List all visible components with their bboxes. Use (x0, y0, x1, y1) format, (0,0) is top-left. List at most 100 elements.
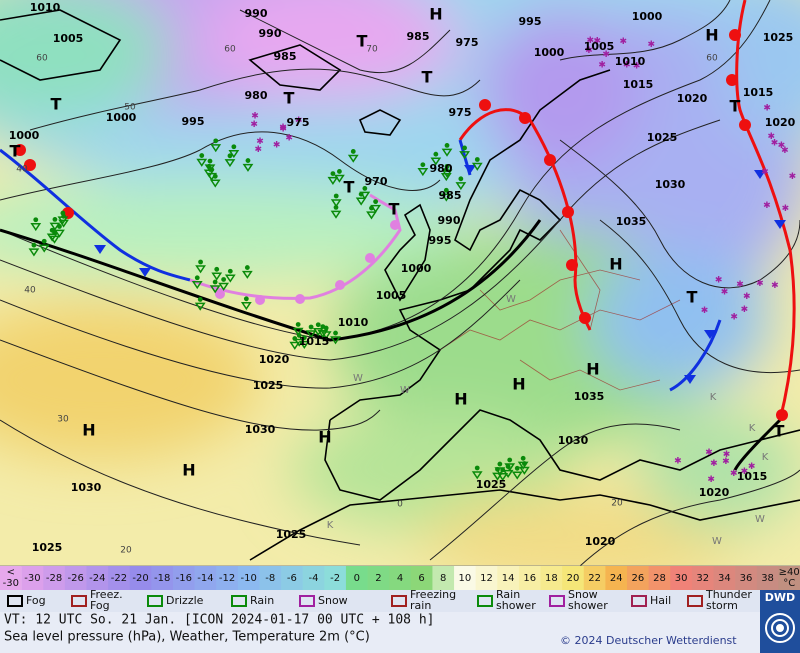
pressure-centre: T (284, 89, 295, 108)
snow-symbol: ✱ (741, 467, 749, 477)
temperature-label: 60 (36, 54, 48, 64)
temperature-scale: <-30 -30 -28 -26 -24 -22 -20 -18 -16 -14 -12 -10 -8-… (0, 566, 800, 590)
cold-front-mark (684, 375, 696, 384)
legend-symbol (71, 595, 87, 607)
scale-label: 6 (418, 573, 424, 584)
weather-legend: Fog Freez. Fog Drizzle Rain Snow Freezing rain R… (7, 588, 752, 612)
cold-front-mark (464, 165, 476, 174)
snow-symbol: ✱ (250, 120, 258, 130)
scale-cell (756, 566, 779, 590)
occlusion-mark (295, 294, 305, 304)
snow-symbol: ✱ (789, 172, 797, 182)
rain-symbol (194, 275, 200, 281)
shower-symbol (440, 193, 452, 202)
shower-symbol (195, 265, 206, 274)
snow-symbol: ✱ (748, 462, 756, 472)
snow-symbol: ✱ (295, 116, 303, 126)
scale-cell (237, 566, 260, 590)
legend-label: Snow (318, 594, 348, 607)
scale-cell (43, 566, 66, 590)
ice-label: K (327, 520, 334, 531)
rain-symbol (212, 173, 218, 179)
snow-symbol: ✱ (273, 140, 281, 150)
scale-cell (21, 566, 44, 590)
shower-symbol (330, 336, 341, 345)
isobar-label: 985 (274, 50, 297, 63)
shower-symbol (430, 157, 442, 166)
shower-symbol (366, 211, 377, 220)
legend-symbol (687, 595, 703, 607)
isobar-label: 1015 (737, 470, 768, 483)
isobar-label: 985 (407, 30, 430, 43)
scale-label: 20 (567, 573, 580, 584)
rain-symbol (330, 171, 336, 177)
rain-symbol (308, 324, 314, 330)
rain-symbol (244, 265, 250, 270)
rain-symbol (245, 158, 251, 163)
occlusion-mark (365, 253, 375, 263)
scale-cell (367, 566, 390, 590)
shower-symbol (228, 149, 240, 159)
rain-symbol (227, 268, 233, 274)
scale-label: -14 (197, 573, 213, 584)
shower-symbol (471, 471, 483, 480)
scale-cell (86, 566, 109, 590)
pressure-centre: H (82, 421, 95, 440)
rain-symbol (514, 465, 520, 471)
pressure-centre: T (389, 200, 400, 219)
legend-label: Rain shower (496, 588, 536, 612)
snow-symbol: ✱ (593, 37, 601, 47)
rain-symbol (207, 158, 213, 164)
shower-symbol (209, 285, 221, 294)
rain-symbol (243, 296, 249, 302)
ice-label: W (712, 536, 722, 547)
legend-symbol (7, 595, 23, 607)
warm-front-mark (544, 154, 556, 166)
shower-symbol (38, 244, 50, 253)
scale-label: -24 (89, 573, 105, 584)
rain-symbol (198, 259, 203, 265)
shower-symbol (240, 302, 252, 311)
rain-symbol (474, 157, 480, 162)
scale-cell (151, 566, 174, 590)
isobar-label: 1015 (743, 86, 774, 99)
fronts (0, 0, 796, 471)
snow-symbol: ✱ (730, 469, 738, 479)
shower-symbol (224, 159, 236, 168)
scale-label: 36 (740, 573, 753, 584)
scale-label: 22 (588, 573, 601, 584)
isobar-label: 1030 (245, 423, 276, 436)
rain-symbol (231, 144, 237, 150)
shower-symbol (210, 144, 222, 153)
snow-symbol: ✱ (585, 46, 593, 56)
rain-symbol (350, 149, 356, 154)
snow-symbol: ✱ (587, 36, 595, 46)
scale-label: 14 (502, 573, 515, 584)
scale-label: 12 (480, 573, 493, 584)
isobar-label: 1015 (623, 78, 654, 91)
scale-cell (540, 566, 563, 590)
snow-symbol: ✱ (705, 448, 713, 458)
pressure-centre: H (705, 26, 718, 45)
shower-symbol (196, 158, 208, 167)
rain-symbol (444, 143, 450, 148)
scale-cell (172, 566, 196, 590)
isobar-label: 990 (259, 27, 282, 40)
isobar-label: 995 (429, 234, 452, 247)
scale-label: -20 (132, 573, 148, 584)
logo-mark (765, 613, 795, 643)
snow-symbol: ✱ (782, 204, 790, 214)
shower-symbol (441, 169, 453, 178)
isobar-label: 1035 (616, 215, 647, 228)
snow-symbol: ✱ (781, 146, 789, 156)
snow-symbol: ✱ (285, 133, 293, 143)
scale-label: °C (783, 578, 795, 589)
shower-symbol (224, 274, 236, 283)
rain-symbol (362, 186, 368, 191)
shower-symbol (502, 469, 514, 478)
snow-symbol: ✱ (620, 37, 628, 47)
pressure-centre: T (730, 97, 741, 116)
rain-symbol (505, 464, 511, 469)
scale-cell (583, 566, 606, 590)
ice-label: K (762, 452, 769, 463)
